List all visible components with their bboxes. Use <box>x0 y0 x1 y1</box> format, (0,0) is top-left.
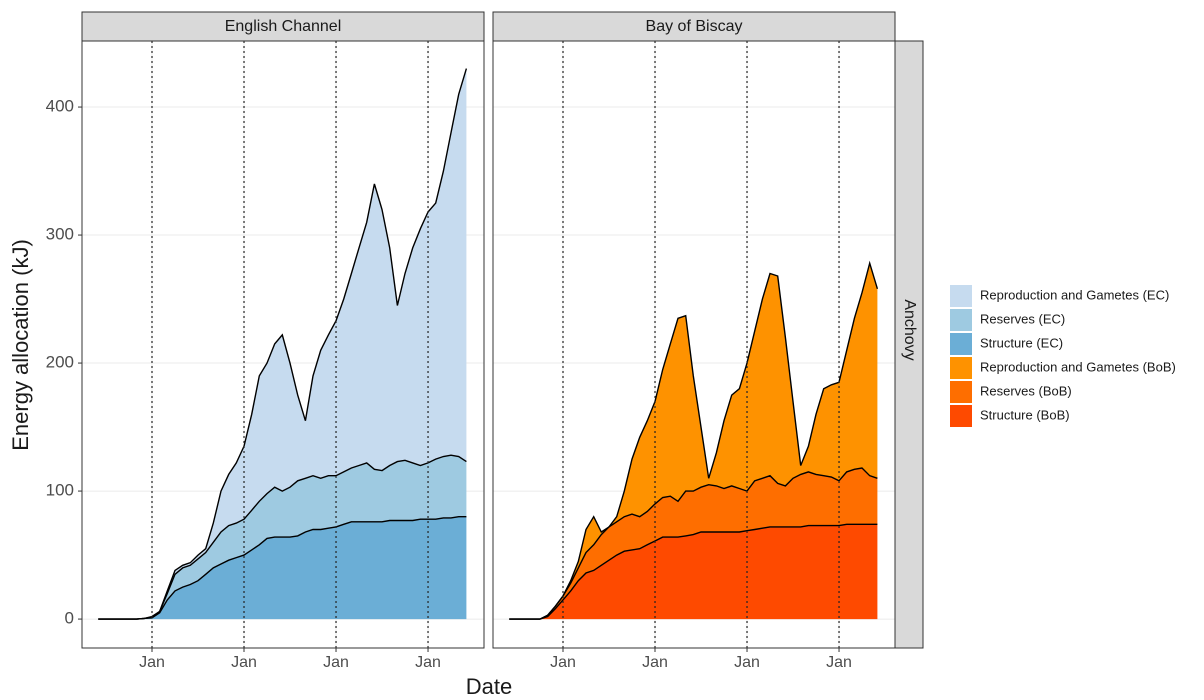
legend-label: Reserves (BoB) <box>980 383 1072 398</box>
x-axis-label: Date <box>466 674 512 699</box>
area-line <box>509 467 878 620</box>
legend-swatch <box>950 333 972 355</box>
x-tick-label: Jan <box>734 654 760 671</box>
legend-label: Reproduction and Gametes (EC) <box>980 287 1169 302</box>
y-tick-label: 300 <box>46 225 74 244</box>
y-tick-label: 400 <box>46 97 74 116</box>
legend-swatch <box>950 357 972 379</box>
legend-label: Reproduction and Gametes (BoB) <box>980 359 1176 374</box>
legend-label: Structure (BoB) <box>980 407 1070 422</box>
y-axis-label: Energy allocation (kJ) <box>8 239 33 451</box>
x-tick-label: Jan <box>642 654 668 671</box>
area <box>509 524 878 620</box>
y-tick-label: 0 <box>65 609 74 628</box>
row-strip-label: Anchovy <box>901 299 918 360</box>
strip-label: Bay of Biscay <box>646 18 743 35</box>
x-tick-label: Jan <box>231 654 257 671</box>
strip <box>492 11 896 42</box>
y-tick-label: 200 <box>46 353 74 372</box>
x-tick-label: Jan <box>826 654 852 671</box>
area-line <box>98 516 467 620</box>
legend-label: Reserves (EC) <box>980 311 1065 326</box>
x-tick-label: Jan <box>323 654 349 671</box>
legend-swatch <box>950 381 972 403</box>
area-line <box>509 260 879 620</box>
strip <box>81 11 485 42</box>
area <box>98 455 467 620</box>
area-line <box>509 523 878 620</box>
strip-label: English Channel <box>225 18 342 35</box>
area <box>98 516 467 620</box>
area <box>98 68 467 620</box>
x-tick-label: Jan <box>415 654 441 671</box>
legend-label: Structure (EC) <box>980 335 1063 350</box>
area <box>509 263 878 620</box>
legend-swatch <box>950 309 972 331</box>
x-tick-label: Jan <box>139 654 165 671</box>
area-line <box>98 68 468 620</box>
row-strip <box>894 40 924 649</box>
x-tick-label: Jan <box>550 654 576 671</box>
y-tick-label: 100 <box>46 481 74 500</box>
legend-swatch <box>950 405 972 427</box>
legend-swatch <box>950 285 972 307</box>
area <box>509 468 878 620</box>
